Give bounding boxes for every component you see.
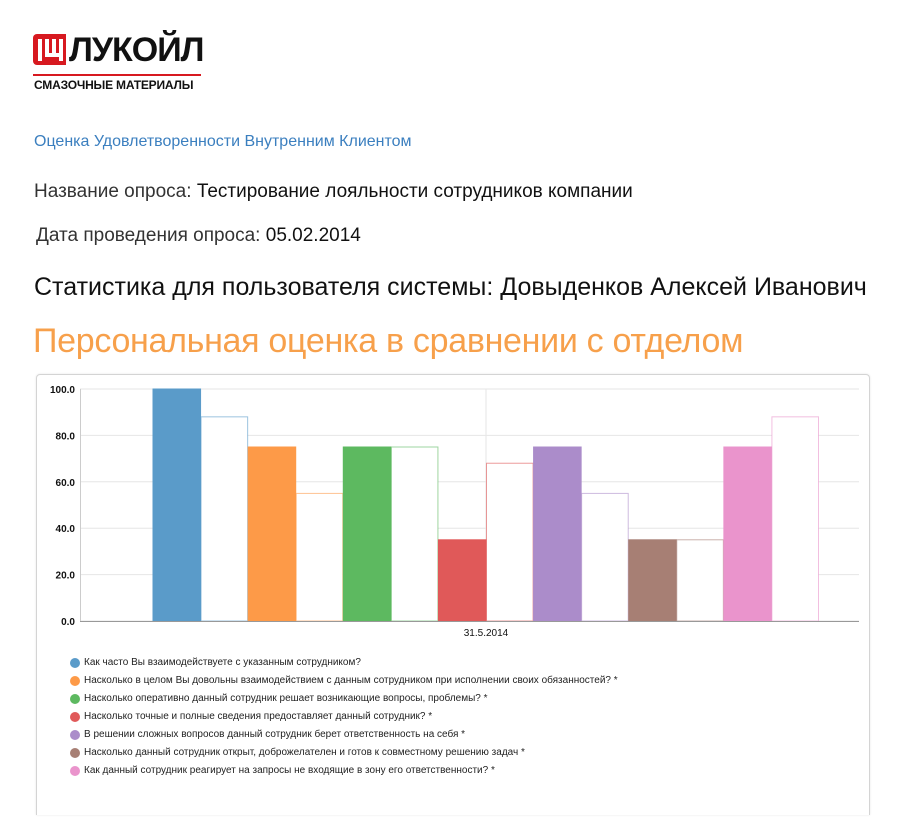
legend-item[interactable]: Насколько в целом Вы довольны взаимодейс…: [70, 672, 618, 690]
legend-label: Насколько точные и полные сведения предо…: [84, 711, 433, 722]
legend-dot-icon: [70, 676, 80, 686]
y-tick-label: 60.0: [56, 478, 76, 489]
legend-item[interactable]: Как данный сотрудник реагирует на запрос…: [70, 762, 618, 780]
y-tick-label: 40.0: [56, 524, 76, 535]
user-statistics-title: Статистика для пользователя системы: Дов…: [34, 273, 867, 301]
bar-department-4: [486, 462, 534, 622]
poll-date-value: 05.02.2014: [265, 225, 361, 246]
bar-personal-3: [342, 446, 392, 622]
bar-personal-5: [533, 446, 582, 622]
survey-title: Оценка Удовлетворенности Внутренним Клие…: [34, 133, 412, 150]
chart-legend: Как часто Вы взаимодействуете с указанны…: [70, 654, 618, 780]
logo-underline: [33, 74, 201, 76]
legend-dot-icon: [70, 712, 80, 722]
section-title: Персональная оценка в сравнении с отдело…: [33, 322, 744, 360]
bar-personal-6: [628, 539, 677, 622]
y-tick-label: 20.0: [56, 571, 76, 582]
bar-department-7: [771, 416, 820, 622]
y-tick-label: 80.0: [56, 431, 76, 442]
bar-chart: 0.0 20.0 40.0 60.0 80.0 100.0 31.5.2014: [50, 385, 859, 639]
legend-item[interactable]: В решении сложных вопросов данный сотруд…: [70, 726, 618, 744]
legend-dot-icon: [70, 694, 80, 704]
legend-label: Насколько оперативно данный сотрудник ре…: [84, 693, 488, 704]
logo-subtitle: СМАЗОЧНЫЕ МАТЕРИАЛЫ: [34, 78, 194, 92]
legend-item[interactable]: Как часто Вы взаимодействуете с указанны…: [70, 654, 618, 672]
legend-dot-icon: [70, 766, 80, 776]
x-tick-label: 31.5.2014: [464, 628, 509, 639]
bar-personal-4: [437, 539, 487, 622]
bar-personal-1: [152, 388, 202, 622]
legend-item[interactable]: Насколько точные и полные сведения предо…: [70, 708, 618, 726]
legend-dot-icon: [70, 658, 80, 668]
legend-item[interactable]: Насколько оперативно данный сотрудник ре…: [70, 690, 618, 708]
legend-label: Насколько в целом Вы довольны взаимодейс…: [84, 675, 618, 686]
bar-department-2: [295, 492, 344, 622]
bar-department-5: [581, 492, 629, 622]
legend-label: В решении сложных вопросов данный сотруд…: [84, 729, 466, 740]
bar-personal-7: [723, 446, 772, 622]
legend-dot-icon: [70, 730, 80, 740]
legend-dot-icon: [70, 748, 80, 758]
lukoil-emblem-icon: [33, 34, 66, 65]
y-tick-label: 0.0: [61, 617, 75, 628]
poll-date-label: Дата проведения опроса:: [36, 225, 261, 246]
bar-personal-2: [247, 446, 297, 622]
poll-date-row: Дата проведения опроса: 05.02.2014: [36, 225, 361, 247]
chart-panel: 0.0 20.0 40.0 60.0 80.0 100.0 31.5.2014: [36, 374, 870, 815]
legend-item[interactable]: Насколько данный сотрудник открыт, добро…: [70, 744, 618, 762]
poll-name-label: Название опроса:: [34, 181, 192, 202]
legend-label: Насколько данный сотрудник открыт, добро…: [84, 747, 525, 758]
bar-department-6: [676, 539, 724, 622]
bar-department-3: [390, 446, 439, 622]
poll-name-row: Название опроса: Тестирование лояльности…: [34, 181, 633, 203]
logo-wordmark: ЛУКОЙЛ: [69, 31, 204, 69]
lukoil-logo: ЛУКОЙЛ СМАЗОЧНЫЕ МАТЕРИАЛЫ: [33, 30, 208, 94]
poll-name-value: Тестирование лояльности сотрудников комп…: [196, 181, 633, 202]
bar-department-1: [200, 416, 249, 622]
y-tick-label: 100.0: [50, 385, 75, 396]
legend-label: Как данный сотрудник реагирует на запрос…: [84, 765, 495, 776]
legend-label: Как часто Вы взаимодействуете с указанны…: [84, 657, 361, 668]
